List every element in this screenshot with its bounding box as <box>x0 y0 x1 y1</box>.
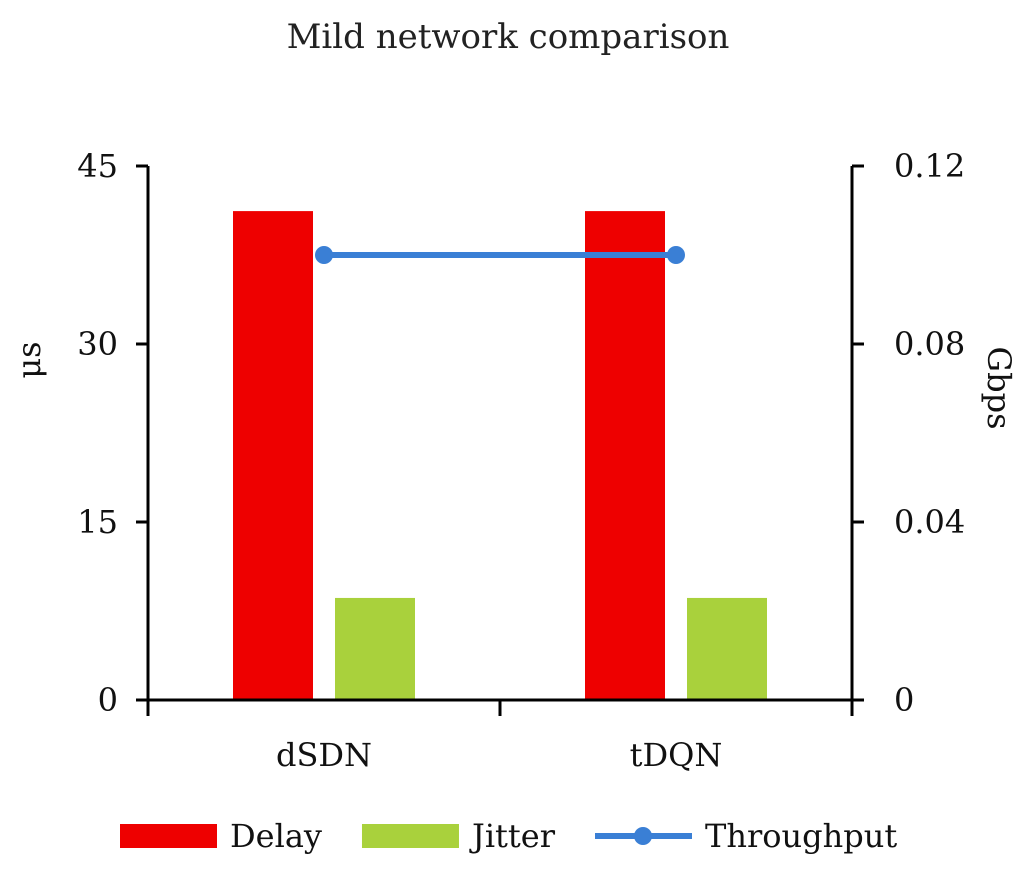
ticks: 0 15 30 45 0 0.04 0.08 0.12 dSDN tDQN <box>77 147 965 774</box>
y-axis-label-left: μs <box>10 341 48 378</box>
x-tick-label: tDQN <box>630 736 723 774</box>
bars <box>233 211 767 701</box>
y-tick-label-left: 30 <box>77 325 118 363</box>
chart-title: Mild network comparison <box>287 17 730 57</box>
legend-label-throughput: Throughput <box>705 817 897 855</box>
y-tick-label-right: 0.04 <box>894 503 965 541</box>
point-throughput <box>667 246 685 264</box>
x-tick-label: dSDN <box>276 736 372 774</box>
legend-label-delay: Delay <box>230 817 322 855</box>
y-tick-label-left: 0 <box>98 681 118 719</box>
y-tick-label-right: 0.12 <box>894 147 965 185</box>
bar-delay-tdqn <box>585 211 665 701</box>
y-tick-label-left: 15 <box>77 503 118 541</box>
legend-marker-throughput <box>634 827 652 845</box>
y-axis-label-right: Gbps <box>980 347 1018 430</box>
y-tick-label-right: 0 <box>894 681 914 719</box>
legend-swatch-jitter <box>361 824 459 848</box>
bar-delay-dsdn <box>233 211 313 701</box>
legend-label-jitter: Jitter <box>469 817 556 855</box>
y-tick-label-left: 45 <box>77 147 118 185</box>
y-tick-label-right: 0.08 <box>894 325 965 363</box>
bar-jitter-dsdn <box>335 597 415 700</box>
bar-jitter-tdqn <box>687 597 767 700</box>
legend: Delay Jitter Throughput <box>120 817 897 855</box>
lines <box>315 246 685 264</box>
legend-swatch-delay <box>120 824 217 848</box>
point-throughput <box>315 246 333 264</box>
